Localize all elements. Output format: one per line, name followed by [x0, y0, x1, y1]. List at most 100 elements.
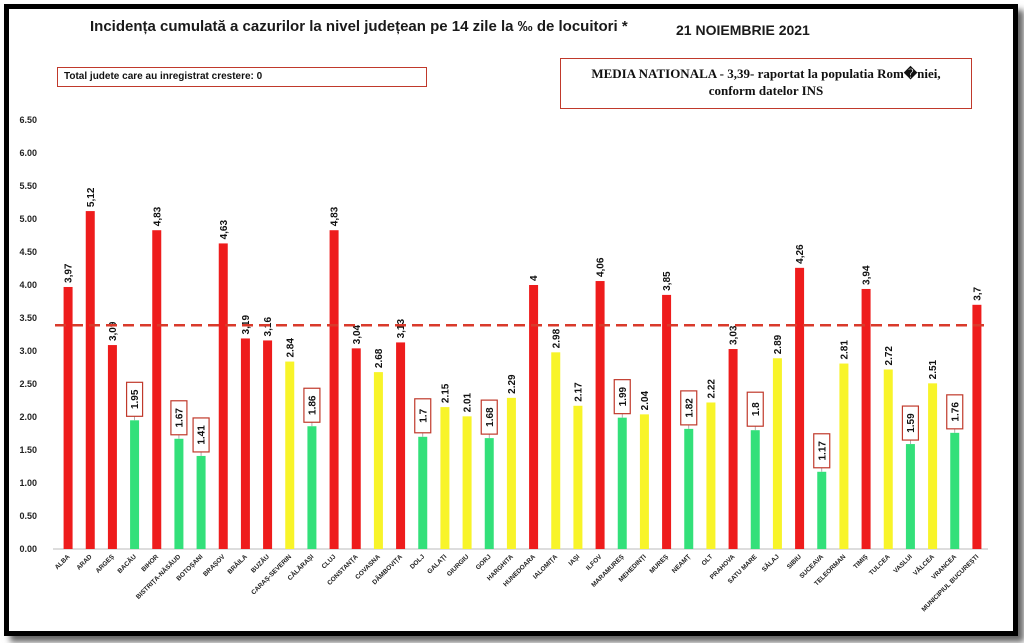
- national-average-line1: MEDIA NATIONALA - 3,39- raportat la popu…: [591, 66, 941, 81]
- bar-value-label: 4,06: [596, 257, 607, 277]
- bar-value-label: 1.68: [485, 407, 496, 427]
- bar: [484, 438, 494, 549]
- x-category-label: MUREȘ: [648, 553, 670, 575]
- bar: [728, 349, 738, 549]
- x-category-label: IAȘI: [567, 553, 581, 567]
- bar-value-label: 2.72: [884, 346, 895, 366]
- bar: [307, 426, 317, 549]
- bar: [950, 432, 960, 549]
- bar: [883, 369, 893, 549]
- bar-value-label: 3,03: [729, 325, 740, 345]
- y-tick-label: 2.00: [19, 412, 37, 422]
- bar: [839, 363, 849, 549]
- x-category-label: TULCEA: [868, 553, 892, 577]
- x-category-label: VASLUI: [892, 553, 914, 575]
- bar: [684, 428, 694, 549]
- bar: [928, 383, 938, 549]
- y-tick-label: 5.00: [19, 214, 37, 224]
- y-tick-label: 6.50: [19, 115, 37, 125]
- bar-value-label: 2.81: [839, 340, 850, 360]
- x-category-label: ARAD: [75, 553, 93, 571]
- x-category-label: BACĂU: [115, 552, 138, 575]
- bar-value-label: 2.29: [507, 374, 518, 394]
- national-average-line2: conform datelor INS: [708, 83, 824, 98]
- x-category-label: NEAMȚ: [671, 553, 692, 574]
- bar: [639, 414, 649, 549]
- bar-value-label: 2.15: [440, 383, 451, 403]
- label-box: [192, 417, 210, 453]
- bar: [174, 438, 184, 549]
- bar-value-label: 1.59: [906, 413, 917, 433]
- x-category-label: BIHOR: [140, 553, 160, 573]
- x-category-label: IALOMIȚA: [532, 553, 559, 580]
- bar: [750, 430, 760, 549]
- bar-value-label: 1.82: [684, 398, 695, 418]
- x-category-label: ILFOV: [585, 553, 604, 572]
- bar: [351, 348, 361, 549]
- bar: [972, 304, 982, 549]
- bar-value-label: 5,12: [86, 187, 97, 207]
- bar: [529, 285, 539, 549]
- bar-value-label: 4,83: [330, 206, 341, 226]
- x-category-label: GALAȚI: [426, 553, 448, 575]
- bar-value-label: 2.22: [706, 379, 717, 399]
- x-category-label: DOLJ: [409, 553, 426, 570]
- bar-value-label: 1.99: [618, 386, 629, 406]
- bar: [130, 420, 140, 549]
- bar: [905, 444, 915, 549]
- bar: [152, 230, 162, 549]
- bar-value-label: 4: [529, 275, 540, 281]
- y-tick-label: 5.50: [19, 181, 37, 191]
- x-category-label: ALBA: [54, 553, 72, 571]
- x-category-label: GIURGIU: [446, 553, 471, 578]
- x-category-label: TIMIȘ: [852, 553, 870, 571]
- bar-value-label: 4,83: [152, 206, 163, 226]
- y-tick-label: 1.00: [19, 478, 37, 488]
- bar: [551, 352, 561, 549]
- bar-value-label: 2.98: [551, 328, 562, 348]
- x-category-label: GORJ: [475, 553, 493, 571]
- bar-value-label: 2.68: [374, 348, 385, 368]
- bar: [218, 243, 228, 550]
- bar-value-label: 1.95: [130, 389, 141, 409]
- y-tick-label: 3.50: [19, 313, 37, 323]
- bar: [263, 340, 273, 549]
- bar: [861, 288, 871, 549]
- bar-value-label: 3,13: [396, 319, 407, 339]
- bar-value-label: 3,09: [108, 321, 119, 341]
- bar-value-label: 1.8: [751, 402, 762, 416]
- bar: [817, 471, 827, 549]
- increase-note-box: Total judete care au inregistrat crester…: [57, 67, 427, 87]
- bar: [706, 402, 716, 549]
- bar-value-label: 1.7: [418, 408, 429, 422]
- label-box: [480, 399, 498, 435]
- bar: [617, 417, 627, 549]
- bar-value-label: 4,63: [219, 220, 230, 240]
- bar: [196, 455, 206, 549]
- bar: [506, 397, 516, 549]
- label-box: [170, 400, 188, 436]
- y-tick-label: 6.00: [19, 148, 37, 158]
- bar-value-label: 2.89: [773, 334, 784, 354]
- bar: [772, 358, 782, 549]
- bar: [329, 230, 339, 549]
- x-category-label: SĂLAJ: [759, 552, 781, 574]
- bar-value-label: 2.51: [928, 359, 939, 379]
- bar: [462, 416, 472, 549]
- bar-value-label: 2.84: [285, 338, 296, 358]
- y-tick-label: 4.00: [19, 280, 37, 290]
- label-box: [746, 391, 764, 427]
- label-box: [303, 387, 321, 423]
- label-box: [613, 379, 631, 415]
- label-box: [946, 394, 964, 430]
- x-category-label: SIBIU: [786, 553, 803, 570]
- bar-value-label: 1.67: [174, 408, 185, 428]
- x-category-label: CLUJ: [321, 553, 338, 570]
- y-tick-label: 4.50: [19, 247, 37, 257]
- bar: [396, 342, 406, 549]
- y-tick-label: 1.50: [19, 445, 37, 455]
- bar: [573, 405, 583, 549]
- bar-value-label: 1.76: [950, 402, 961, 422]
- chart-date: 21 NOIEMBRIE 2021: [676, 22, 810, 38]
